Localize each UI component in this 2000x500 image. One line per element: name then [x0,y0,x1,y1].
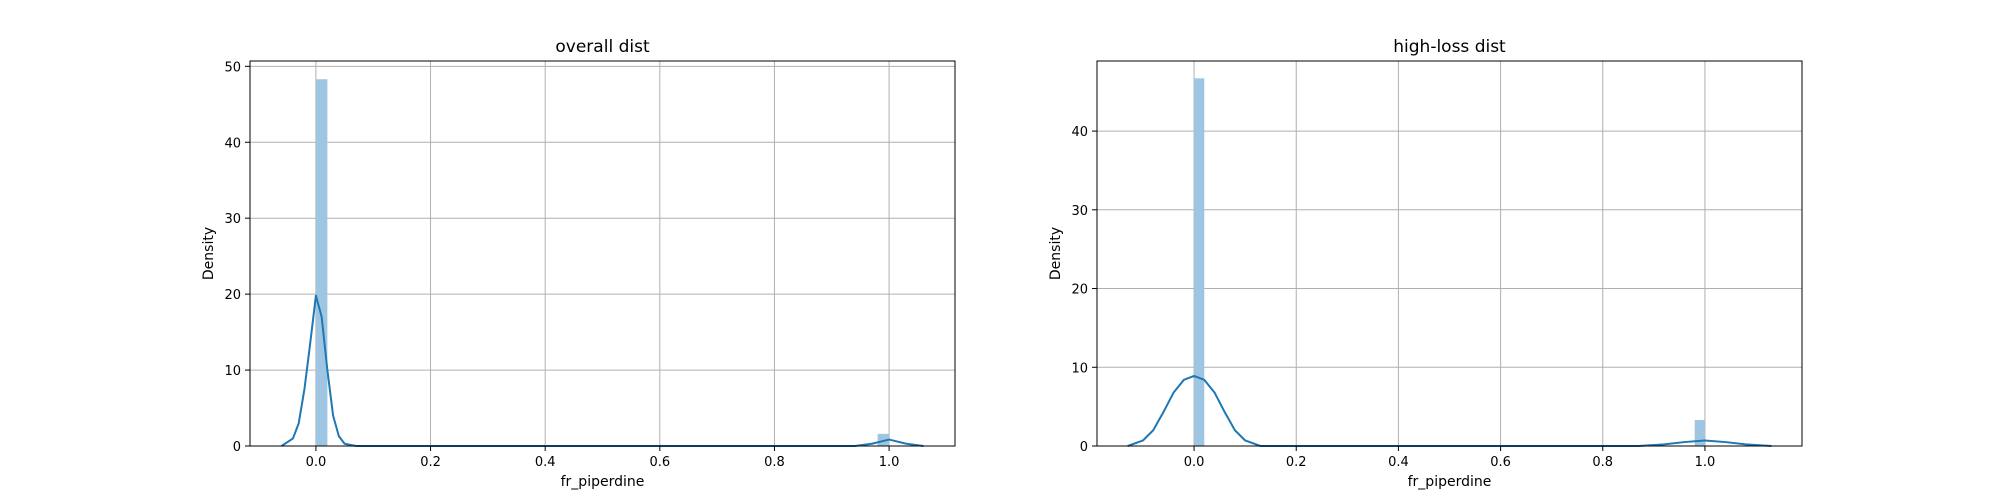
axes-frame [249,60,956,447]
chart-overall-dist: 0.0 0.2 0.4 0.6 0.8 1.0 0 10 20 30 40 50 overall dis… [201,37,956,490]
y-tick-label: 30 [224,212,241,227]
chart-title: high-loss dist [1393,37,1506,57]
x-tick-label: 0.4 [535,455,556,470]
chart-title: overall dist [555,37,650,57]
x-tick-label: 0.4 [1388,455,1409,470]
kde-line [1127,374,1772,447]
x-tick-label: 0.8 [764,455,785,470]
y-tick-label: 40 [1071,125,1088,140]
y-tick-label: 40 [224,136,241,151]
y-tick-label: 20 [1071,283,1088,298]
y-tick-label: 30 [1071,204,1088,219]
histogram-bar [1194,78,1205,447]
y-tick-label: 10 [1071,361,1088,376]
y-axis-label: Density [201,227,217,280]
x-tick-label: 0.0 [1184,455,1205,470]
x-tick-label: 0.0 [306,455,327,470]
histogram-bar [315,79,328,446]
x-axis-label: fr_piperdine [561,474,645,490]
x-tick-label: 0.2 [1286,455,1307,470]
histogram-bar [1694,420,1705,446]
y-tick-label: 0 [233,440,241,455]
x-axis-label: fr_piperdine [1408,474,1492,490]
y-tick-label: 20 [224,288,241,303]
x-tick-label: 0.6 [1490,455,1511,470]
kde-line [280,294,924,447]
chart-high-loss-dist: 0.0 0.2 0.4 0.6 0.8 1.0 0 10 20 30 40 high-loss dis… [1048,37,1803,490]
x-tick-label: 1.0 [1695,455,1716,470]
x-tick-label: 0.6 [649,455,670,470]
y-axis-label: Density [1048,227,1064,280]
y-tick-label: 10 [224,364,241,379]
y-tick-label: 50 [224,60,241,75]
y-tick-label: 0 [1080,440,1088,455]
x-tick-label: 0.8 [1592,455,1613,470]
axes-frame [1096,60,1803,447]
x-tick-label: 1.0 [879,455,900,470]
x-tick-label: 0.2 [420,455,441,470]
